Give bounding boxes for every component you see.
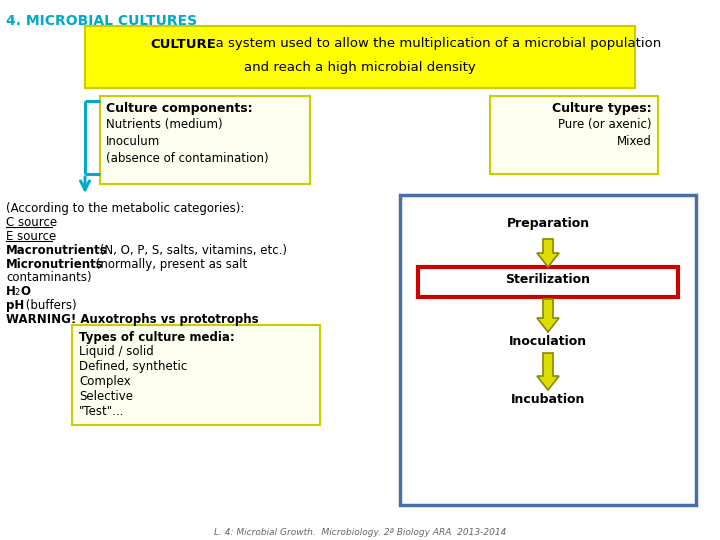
- Text: Culture types:: Culture types:: [552, 102, 652, 115]
- Text: Inoculation: Inoculation: [509, 335, 587, 348]
- Text: 2: 2: [14, 288, 19, 297]
- Text: Macronutrients: Macronutrients: [6, 244, 108, 257]
- Text: E source: E source: [6, 230, 56, 243]
- Text: Mixed: Mixed: [617, 135, 652, 148]
- FancyBboxPatch shape: [85, 26, 635, 88]
- Polygon shape: [537, 353, 559, 390]
- Text: contaminants): contaminants): [6, 271, 91, 284]
- Text: Selective: Selective: [79, 390, 133, 403]
- Text: Preparation: Preparation: [506, 217, 590, 230]
- FancyBboxPatch shape: [400, 195, 696, 505]
- Text: Incubation: Incubation: [510, 393, 585, 406]
- FancyBboxPatch shape: [490, 96, 658, 174]
- Text: 4. MICROBIAL CULTURES: 4. MICROBIAL CULTURES: [6, 14, 197, 28]
- Text: pH: pH: [6, 299, 24, 312]
- Text: (buffers): (buffers): [22, 299, 76, 312]
- Text: "Test"...: "Test"...: [79, 405, 125, 418]
- Text: Sterilization: Sterilization: [505, 273, 590, 286]
- Text: Liquid / solid: Liquid / solid: [79, 345, 154, 358]
- FancyBboxPatch shape: [100, 96, 310, 184]
- Text: Culture components:: Culture components:: [106, 102, 253, 115]
- Text: CULTURE: CULTURE: [150, 37, 216, 51]
- Text: (According to the metabolic categories):: (According to the metabolic categories):: [6, 202, 244, 215]
- Text: : a system used to allow the multiplication of a microbial population: : a system used to allow the multiplicat…: [207, 37, 661, 51]
- Text: Types of culture media:: Types of culture media:: [79, 331, 235, 344]
- FancyBboxPatch shape: [72, 325, 320, 425]
- Polygon shape: [537, 239, 559, 267]
- Text: (normally, present as salt: (normally, present as salt: [92, 258, 247, 271]
- Text: L. 4: Microbial Growth.  Microbiology. 2ª Biology ARA  2013-2014: L. 4: Microbial Growth. Microbiology. 2ª…: [214, 528, 506, 537]
- Text: Nutrients (medium): Nutrients (medium): [106, 118, 222, 131]
- FancyBboxPatch shape: [418, 267, 678, 297]
- Text: H: H: [6, 285, 16, 298]
- Text: C source: C source: [6, 216, 57, 229]
- Text: Micronutrients: Micronutrients: [6, 258, 104, 271]
- Text: Inoculum: Inoculum: [106, 135, 161, 148]
- Text: O: O: [20, 285, 30, 298]
- Polygon shape: [537, 299, 559, 332]
- Text: CULTURE: a system used to allow the multiplication of a microbial population: CULTURE: a system used to allow the mult…: [103, 37, 617, 51]
- Text: WARNING! Auxotrophs vs prototrophs: WARNING! Auxotrophs vs prototrophs: [6, 313, 258, 326]
- Text: (absence of contamination): (absence of contamination): [106, 152, 269, 165]
- Text: Complex: Complex: [79, 375, 131, 388]
- Text: Defined, synthetic: Defined, synthetic: [79, 360, 187, 373]
- Text: Pure (or axenic): Pure (or axenic): [559, 118, 652, 131]
- Text: (N, O, P, S, salts, vitamins, etc.): (N, O, P, S, salts, vitamins, etc.): [96, 244, 287, 257]
- Text: and reach a high microbial density: and reach a high microbial density: [244, 62, 476, 75]
